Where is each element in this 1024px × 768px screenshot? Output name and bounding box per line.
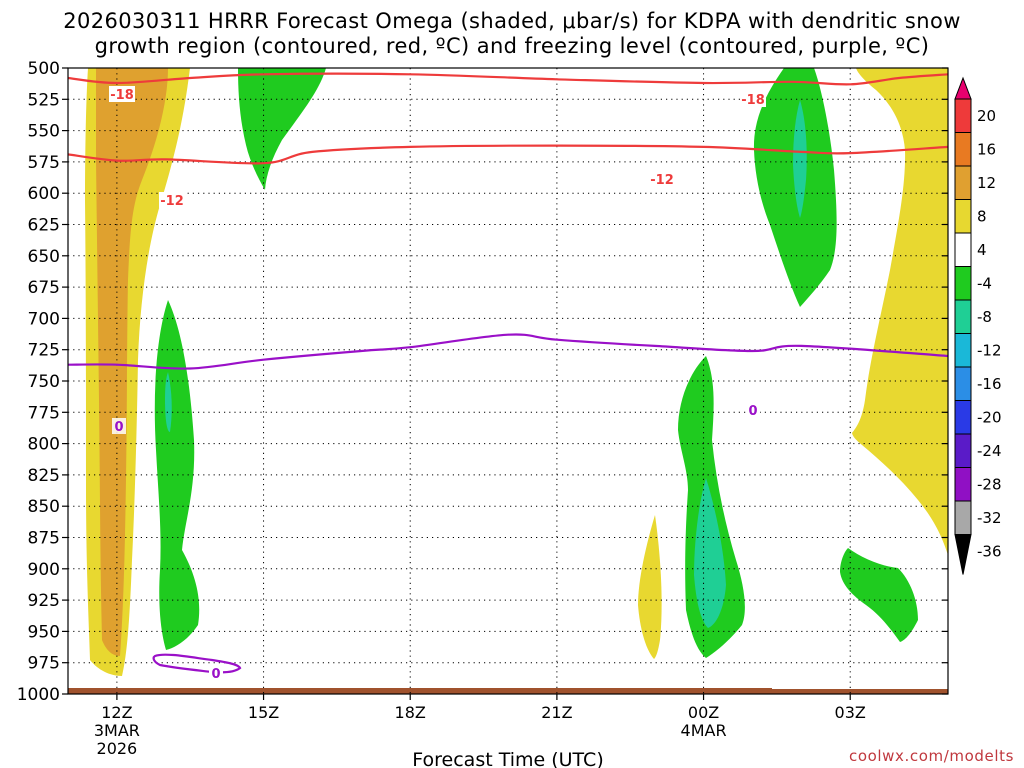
y-tick-label: 750 [28, 372, 60, 392]
colorbar-swatch [954, 299, 972, 334]
x-tick-label: 15Z [248, 703, 279, 722]
x-tick-label: 21Z [541, 703, 572, 722]
dendritic-minus18-contour [68, 72, 948, 86]
freezing-contour-label-loop: 0 [211, 667, 220, 682]
colorbar: 20 16 12 8 4 -4 -8 -12 -16 -20 -24 -28 -32 -36 [954, 76, 1002, 575]
colorbar-swatch [954, 199, 972, 234]
y-tick-label: 775 [28, 403, 60, 423]
y-tick-label: 525 [28, 90, 60, 110]
omega-region-teal-01z [793, 100, 807, 218]
chart-title-line-1: 2026030311 HRRR Forecast Omega (shaded, … [63, 9, 961, 33]
y-tick-label: 700 [28, 309, 60, 329]
gridlines [68, 68, 948, 694]
y-tick-label: 975 [28, 654, 60, 674]
colorbar-swatch [954, 366, 972, 401]
y-tick-label: 675 [28, 278, 60, 298]
colorbar-label: -36 [977, 542, 1002, 560]
x-tick-label: 03Z [835, 703, 866, 722]
minus18-contour-label-left: -18 [110, 88, 134, 103]
colorbar-bottom-arrow [954, 534, 972, 575]
ground-gap [772, 687, 948, 689]
minus18-contour-label-right: -18 [741, 93, 765, 108]
x-tick-label: 00Z [688, 703, 719, 722]
omega-shading [68, 68, 948, 694]
y-tick-label: 900 [28, 560, 60, 580]
colorbar-label: -32 [977, 509, 1002, 527]
colorbar-label: -8 [977, 308, 992, 326]
x-date-label: 3MAR [94, 721, 140, 740]
y-tick-label: 1000 [17, 685, 60, 705]
colorbar-swatch [954, 333, 972, 368]
y-tick-label: 875 [28, 529, 60, 549]
omega-region-yellow-2330z [638, 515, 662, 659]
freezing-level-loop-contour [152, 653, 242, 674]
colorbar-swatch [954, 232, 972, 267]
colorbar-swatch [954, 400, 972, 435]
zero-label-bg-left [112, 418, 126, 434]
minus18-label-bg-right [740, 91, 766, 107]
credit-text: coolwx.com/modelts [849, 747, 1014, 765]
colorbar-swatch [954, 433, 972, 468]
omega-region-teal-13z [165, 372, 172, 432]
y-tick-label: 850 [28, 497, 60, 517]
colorbar-swatch [954, 500, 972, 535]
y-tick-label: 575 [28, 153, 60, 173]
omega-region-green-15z [238, 68, 326, 190]
chart-title-line-2: growth region (contoured, red, ºC) and f… [94, 34, 930, 58]
y-tick-label: 625 [28, 216, 60, 236]
colorbar-swatch [954, 266, 972, 301]
colorbar-swatch [954, 165, 972, 200]
y-tick-label: 950 [28, 622, 60, 642]
colorbar-top-arrow [954, 76, 972, 100]
colorbar-label: -24 [977, 442, 1002, 460]
x-date-label: 4MAR [681, 721, 727, 740]
omega-region-teal-00z [694, 478, 726, 628]
colorbar-label: 4 [977, 241, 987, 259]
x-axis-title: Forecast Time (UTC) [412, 749, 603, 768]
freezing-contour-label-right: 0 [748, 404, 757, 419]
ground-surface [68, 688, 948, 694]
minus12-label-bg-right [649, 171, 675, 187]
colorbar-swatch [954, 132, 972, 167]
y-tick-label: 725 [28, 341, 60, 361]
minus18-label-bg-left [109, 86, 135, 102]
y-tick-label: 600 [28, 184, 60, 204]
x-tick-label: 18Z [395, 703, 426, 722]
colorbar-label: -12 [977, 341, 1002, 359]
y-tick-label: 800 [28, 435, 60, 455]
colorbar-label: 12 [977, 174, 996, 192]
colorbar-swatch [954, 467, 972, 502]
minus12-contour-label-left: -12 [160, 194, 184, 209]
dendritic-minus12-contour [68, 144, 948, 165]
colorbar-label: 8 [977, 207, 987, 225]
y-tick-label: 500 [28, 59, 60, 79]
colorbar-label: 20 [977, 107, 996, 125]
y-tick-label: 550 [28, 122, 60, 142]
y-tick-label: 825 [28, 466, 60, 486]
x-year-label: 2026 [97, 739, 138, 758]
omega-region-orange-left [96, 68, 168, 656]
colorbar-label: -28 [977, 475, 1002, 493]
colorbar-label: -4 [977, 274, 992, 292]
colorbar-swatch [954, 98, 972, 133]
minus12-label-bg-left [159, 192, 185, 208]
freezing-level-contour [68, 333, 948, 370]
omega-region-green-03z [840, 548, 918, 642]
zero-label-bg-right [746, 402, 760, 418]
minus12-contour-label-right: -12 [650, 173, 674, 188]
omega-region-yellow-right [852, 68, 948, 555]
y-tick-label: 925 [28, 591, 60, 611]
zero-label-bg-loop [209, 666, 223, 680]
colorbar-label: -20 [977, 408, 1002, 426]
y-tick-label: 650 [28, 247, 60, 267]
colorbar-label: -16 [977, 375, 1002, 393]
freezing-contour-label-left: 0 [114, 420, 123, 435]
colorbar-label: 16 [977, 140, 996, 158]
y-axis: 500 525 550 575 600 625 650 675 700 725 750 775 800 8… [17, 59, 948, 705]
x-tick-label: 12Z [101, 703, 132, 722]
